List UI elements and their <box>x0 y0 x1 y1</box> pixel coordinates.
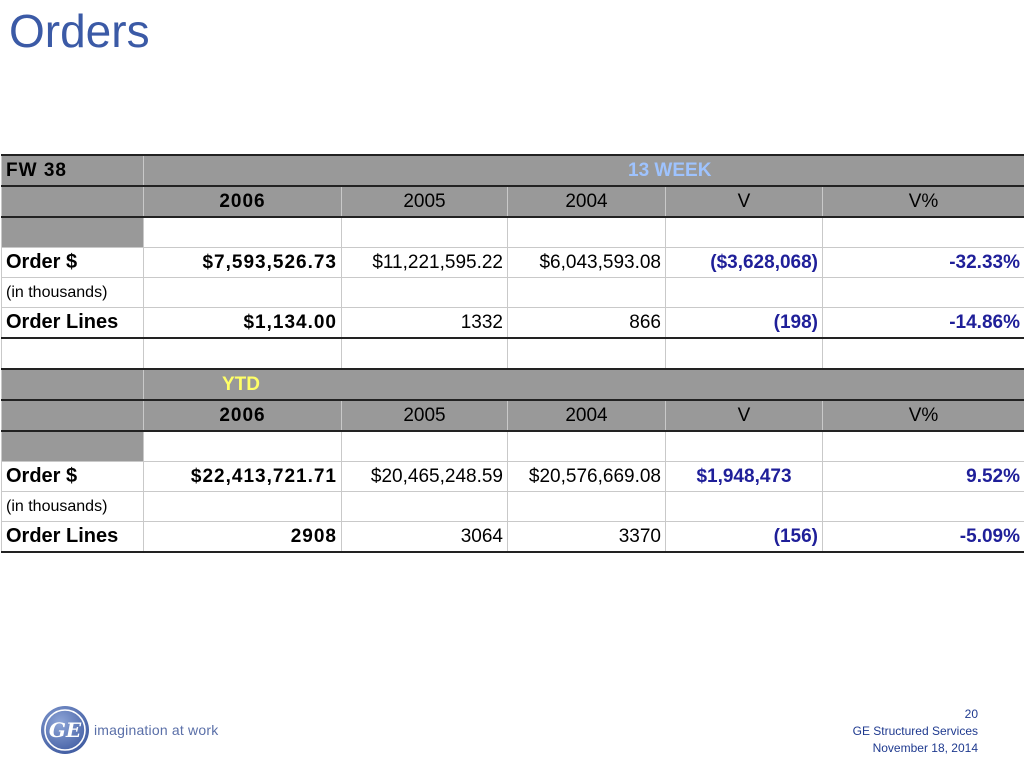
week-sublabel-row: (in thousands) <box>1 277 1024 308</box>
week-order-lines-label: Order Lines <box>1 307 144 339</box>
ge-logo-icon: GE <box>41 706 89 754</box>
week-order-dollars-row: Order $ $7,593,526.73 $11,221,595.22 $6,… <box>1 247 1024 278</box>
ytd-order-dollars-vpct: 9.52% <box>822 461 1024 492</box>
week-col-2005: 2005 <box>341 185 508 218</box>
week-columns-row: 2006 2005 2004 V V% <box>1 185 1024 218</box>
ytd-order-lines-label: Order Lines <box>1 521 144 553</box>
ytd-order-lines-2004: 3370 <box>507 521 666 553</box>
tagline: imagination at work <box>94 722 219 738</box>
ytd-order-dollars-sublabel: (in thousands) <box>1 491 144 522</box>
spacer-row <box>1 216 1024 248</box>
section-gap-row <box>1 337 1024 370</box>
week-order-lines-2004: 866 <box>507 307 666 339</box>
ytd-col-2005: 2005 <box>341 399 508 432</box>
ytd-order-lines-v: (156) <box>665 521 823 553</box>
week-section-header-row: FW 38 13 WEEK <box>1 154 1024 187</box>
footer-info: 20 GE Structured Services November 18, 2… <box>853 706 978 757</box>
week-order-lines-row: Order Lines $1,134.00 1332 866 (198) -14… <box>1 307 1024 339</box>
page-number: 20 <box>964 707 978 721</box>
week-order-dollars-v: ($3,628,068) <box>665 247 823 278</box>
footer-date: November 18, 2014 <box>872 741 978 755</box>
week-col-2006: 2006 <box>143 185 342 218</box>
ytd-order-lines-2005: 3064 <box>341 521 508 553</box>
company-name: GE Structured Services <box>852 724 978 738</box>
week-order-dollars-2005: $11,221,595.22 <box>341 247 508 278</box>
week-section-label: 13 WEEK <box>143 154 1024 187</box>
week-order-dollars-2004: $6,043,593.08 <box>507 247 666 278</box>
period-label: FW 38 <box>1 154 144 187</box>
ytd-order-lines-vpct: -5.09% <box>822 521 1024 553</box>
ytd-order-dollars-row: Order $ $22,413,721.71 $20,465,248.59 $2… <box>1 461 1024 492</box>
ytd-columns-row: 2006 2005 2004 V V% <box>1 399 1024 432</box>
week-order-dollars-sublabel: (in thousands) <box>1 277 144 308</box>
ytd-col-2004: 2004 <box>507 399 666 432</box>
week-col-vpct: V% <box>822 185 1024 218</box>
week-order-dollars-2006: $7,593,526.73 <box>143 247 342 278</box>
ytd-order-dollars-v: $1,948,473 <box>665 461 823 492</box>
ytd-order-dollars-2006: $22,413,721.71 <box>143 461 342 492</box>
week-order-lines-2006: $1,134.00 <box>143 307 342 339</box>
week-order-lines-vpct: -14.86% <box>822 307 1024 339</box>
ytd-order-dollars-2005: $20,465,248.59 <box>341 461 508 492</box>
week-col-2004: 2004 <box>507 185 666 218</box>
week-order-lines-v: (198) <box>665 307 823 339</box>
slide-title: Orders <box>9 5 150 57</box>
week-col-v: V <box>665 185 823 218</box>
ytd-section-label: YTD <box>143 368 1024 401</box>
orders-table: FW 38 13 WEEK 2006 2005 2004 V V% Order … <box>1 154 1024 553</box>
ytd-order-lines-row: Order Lines 2908 3064 3370 (156) -5.09% <box>1 521 1024 553</box>
ytd-sublabel-row: (in thousands) <box>1 491 1024 522</box>
ytd-col-2006: 2006 <box>143 399 342 432</box>
ytd-col-vpct: V% <box>822 399 1024 432</box>
week-order-dollars-vpct: -32.33% <box>822 247 1024 278</box>
ytd-col-v: V <box>665 399 823 432</box>
week-order-dollars-label: Order $ <box>1 247 144 278</box>
ytd-order-dollars-label: Order $ <box>1 461 144 492</box>
ytd-order-dollars-2004: $20,576,669.08 <box>507 461 666 492</box>
ge-logo-text: GE <box>49 718 82 742</box>
spacer-row <box>1 430 1024 462</box>
week-order-lines-2005: 1332 <box>341 307 508 339</box>
ytd-section-header-row: YTD <box>1 368 1024 401</box>
ytd-order-lines-2006: 2908 <box>143 521 342 553</box>
